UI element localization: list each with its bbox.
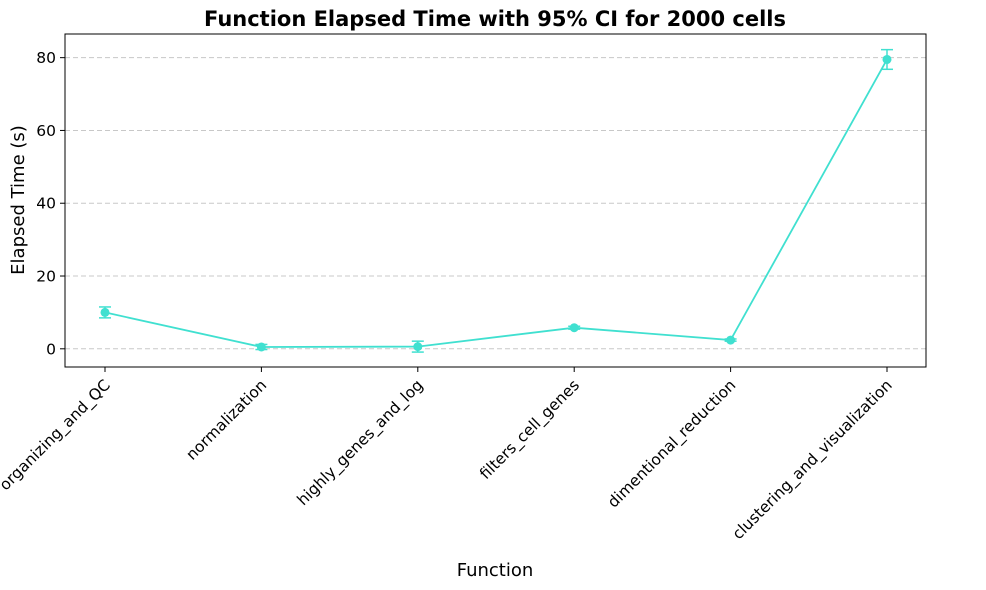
y-tick-label: 80: [36, 49, 56, 67]
y-tick-label: 20: [36, 268, 56, 286]
x-tick-label: dimentional_reduction: [604, 376, 740, 512]
data-point: [256, 342, 266, 352]
y-axis-label: Elapsed Time (s): [8, 125, 29, 275]
data-point: [100, 307, 110, 317]
x-tick-label: filters_cell_genes: [476, 376, 584, 484]
x-tick-label: organizing_and_QC: [0, 376, 115, 495]
plot-frame: [64, 33, 927, 368]
data-point: [569, 323, 579, 333]
x-tick-label: normalization: [183, 376, 271, 464]
grid-lines: [65, 57, 926, 350]
series-line: [104, 59, 888, 348]
x-tick-label: clustering_and_visualization: [729, 376, 897, 544]
data-point: [882, 54, 892, 64]
data-point: [726, 335, 736, 345]
y-tick-label: 40: [36, 195, 56, 213]
y-axis: 0 20 40 60 80: [36, 49, 65, 358]
chart-title: Function Elapsed Time with 95% CI for 20…: [204, 7, 786, 31]
x-axis: organizing_and_QC normalization highly_gen…: [0, 367, 897, 544]
series-layer: [99, 48, 893, 353]
y-tick-label: 0: [46, 340, 56, 358]
x-tick-label: highly_genes_and_log: [294, 376, 428, 510]
data-point: [413, 342, 423, 352]
x-axis-label: Function: [457, 560, 534, 581]
y-tick-label: 60: [36, 122, 56, 140]
